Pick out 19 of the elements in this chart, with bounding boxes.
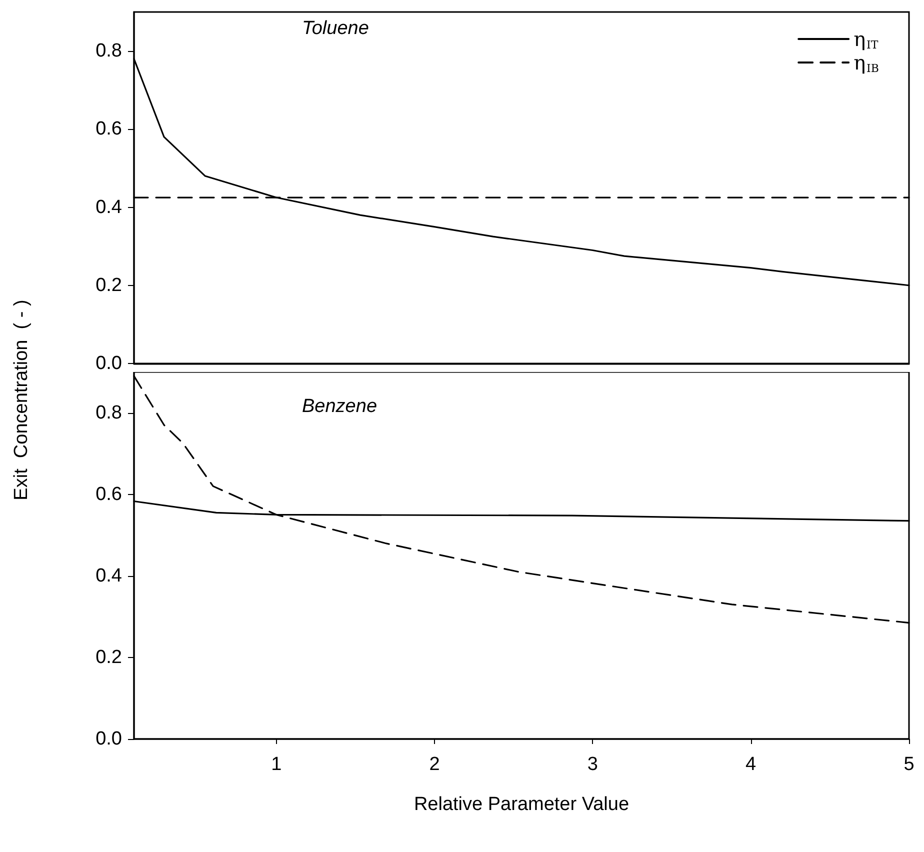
x-axis-title: Relative Parameter Value bbox=[414, 794, 630, 815]
chart-title: Toluene bbox=[302, 18, 369, 39]
x-tick-label: 3 bbox=[587, 754, 598, 775]
y-tick-label: 0.8 bbox=[96, 40, 122, 62]
y-tick-label: 0.0 bbox=[96, 353, 122, 374]
y-tick-label: 0.2 bbox=[96, 646, 122, 668]
y-tick-label: 0.6 bbox=[96, 484, 122, 505]
text: Benzene bbox=[302, 396, 378, 417]
y-tick-label: 0.4 bbox=[96, 196, 122, 218]
y-tick-label: 0.8 bbox=[96, 402, 122, 424]
y-tick-label: 0.0 bbox=[96, 728, 122, 750]
x-tick-label: 2 bbox=[429, 754, 440, 775]
y-axis-title: Exit Concentration ( - ) bbox=[11, 300, 33, 500]
y-tick-label: 0.6 bbox=[96, 118, 122, 140]
x-tick-label: 5 bbox=[904, 754, 914, 775]
x-tick-label: 1 bbox=[271, 754, 282, 775]
y-tick-label: 0.2 bbox=[96, 274, 122, 296]
y-tick-label: 0.4 bbox=[96, 565, 122, 586]
x-tick-label: 4 bbox=[746, 754, 757, 775]
